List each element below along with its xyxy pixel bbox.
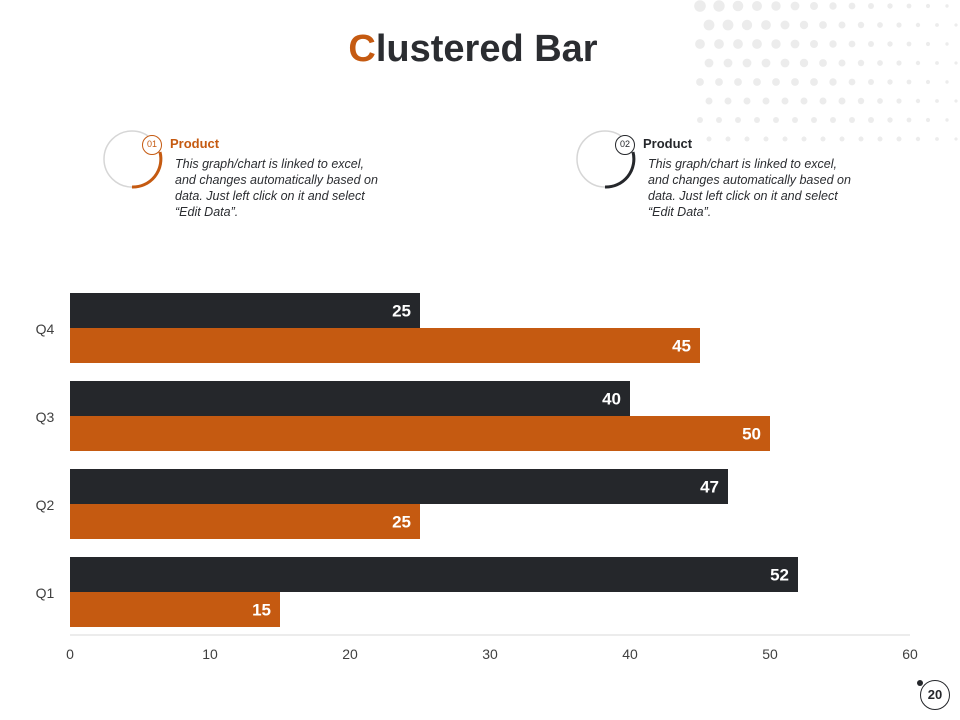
page-number: 20 (927, 687, 943, 702)
y-category-label: Q4 (36, 321, 55, 337)
legend-heading: Product (170, 136, 220, 151)
bar-series-2 (70, 469, 728, 504)
data-label-series-1: 45 (672, 337, 691, 356)
page-title: Clustered Bar (0, 28, 946, 71)
x-tick-label: 30 (482, 646, 498, 662)
legend-number-badge: 02 (615, 135, 635, 155)
data-label-series-1: 15 (252, 601, 271, 620)
x-tick-label: 0 (66, 646, 74, 662)
legend-product-02: 02 Product This graph/chart is linked to… (575, 128, 875, 228)
bar-series-2 (70, 557, 798, 592)
title-rest: lustered Bar (375, 28, 598, 70)
data-label-series-1: 25 (392, 513, 411, 532)
legend-heading: Product (643, 136, 693, 151)
bar-series-1 (70, 416, 770, 451)
data-label-series-1: 50 (742, 425, 761, 444)
y-category-label: Q3 (36, 409, 55, 425)
bar-series-1 (70, 592, 280, 627)
data-label-series-2: 52 (770, 566, 789, 585)
legend-ring-icon (576, 130, 636, 189)
data-label-series-2: 47 (700, 478, 719, 497)
y-category-label: Q1 (36, 585, 55, 601)
legend-description: This graph/chart is linked to excel, and… (648, 157, 851, 219)
x-tick-label: 60 (902, 646, 918, 662)
data-label-series-2: 25 (392, 302, 411, 321)
legend-ring-icon (103, 130, 163, 189)
legend-product-01: 01 Product This graph/chart is linked to… (102, 128, 402, 228)
x-tick-label: 20 (342, 646, 358, 662)
legend-description: This graph/chart is linked to excel, and… (175, 157, 378, 219)
x-tick-label: 40 (622, 646, 638, 662)
legend-number-badge: 01 (142, 135, 162, 155)
page-number-badge: 20 (917, 680, 950, 710)
page-dot-icon (917, 680, 923, 686)
y-category-label: Q2 (36, 497, 55, 513)
data-label-series-2: 40 (602, 390, 621, 409)
bar-series-2 (70, 293, 420, 328)
bar-series-1 (70, 328, 700, 363)
bar-series-1 (70, 504, 420, 539)
x-tick-label: 10 (202, 646, 218, 662)
x-tick-label: 50 (762, 646, 778, 662)
bar-series-2 (70, 381, 630, 416)
title-first-letter: C (348, 28, 376, 70)
